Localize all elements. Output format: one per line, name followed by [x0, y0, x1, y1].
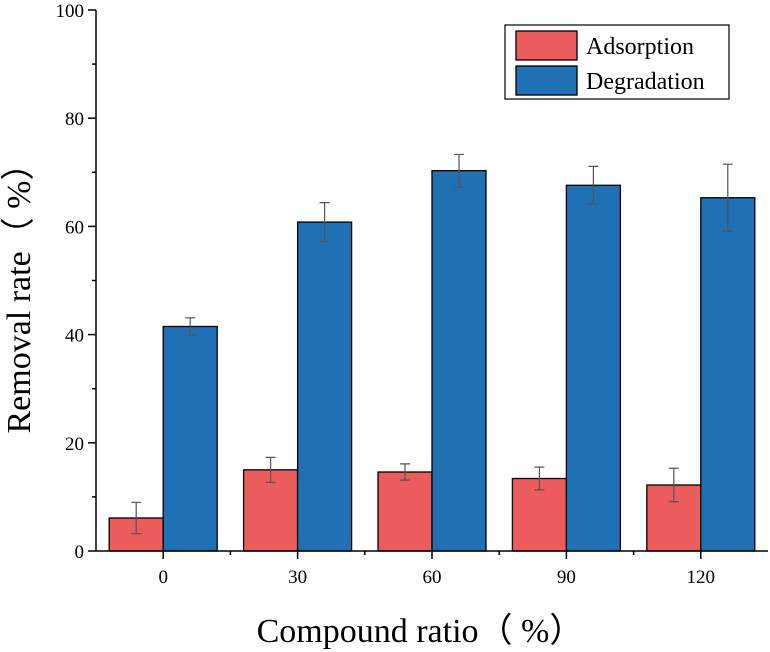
error-bar-degradation-30 — [319, 201, 330, 243]
x-axis-ticks: 0 30 60 90 120 — [158, 551, 715, 588]
y-tick-label: 100 — [56, 1, 85, 22]
y-axis-title: Removal rate（ %） — [0, 146, 38, 433]
bars-layer — [108, 170, 756, 552]
bar-degradation-120 — [700, 197, 756, 552]
error-bar-adsorption-0 — [131, 501, 142, 535]
error-bar-adsorption-120 — [668, 467, 679, 503]
x-tick-label: 90 — [557, 567, 576, 588]
error-bar-degradation-0 — [185, 317, 196, 336]
y-tick-label: 40 — [65, 326, 84, 347]
bar-adsorption-30 — [242, 469, 299, 552]
error-bar-degradation-90 — [588, 165, 599, 205]
error-bar-adsorption-90 — [534, 466, 545, 491]
legend-label-degradation: Degradation — [586, 69, 705, 95]
x-tick-label: 0 — [158, 567, 168, 588]
legend: Adsorption Degradation — [504, 24, 730, 100]
y-tick-label: 20 — [65, 434, 84, 455]
y-tick-label: 0 — [75, 542, 85, 563]
bar-degradation-0 — [162, 325, 218, 552]
legend-swatch-degradation — [515, 65, 578, 96]
error-bar-adsorption-60 — [400, 463, 410, 481]
bar-adsorption-60 — [377, 471, 433, 552]
bar-degradation-60 — [431, 170, 487, 552]
bar-degradation-90 — [565, 184, 622, 552]
legend-label-adsorption: Adsorption — [586, 34, 694, 60]
y-tick-label: 60 — [65, 217, 84, 238]
bar-degradation-30 — [296, 221, 353, 552]
legend-swatch-adsorption — [515, 30, 578, 61]
x-axis-title: Compound ratio（ %） — [257, 612, 584, 650]
y-axis-ticks: 0 20 40 60 80 100 — [56, 1, 96, 563]
y-tick-label: 80 — [65, 109, 84, 130]
x-tick-label: 30 — [288, 567, 307, 588]
x-tick-label: 60 — [423, 567, 442, 588]
error-bars-layer — [131, 153, 733, 535]
error-bar-adsorption-30 — [265, 456, 276, 483]
error-bar-degradation-120 — [722, 163, 733, 232]
x-tick-label: 120 — [687, 567, 716, 588]
error-bar-degradation-60 — [454, 153, 464, 188]
